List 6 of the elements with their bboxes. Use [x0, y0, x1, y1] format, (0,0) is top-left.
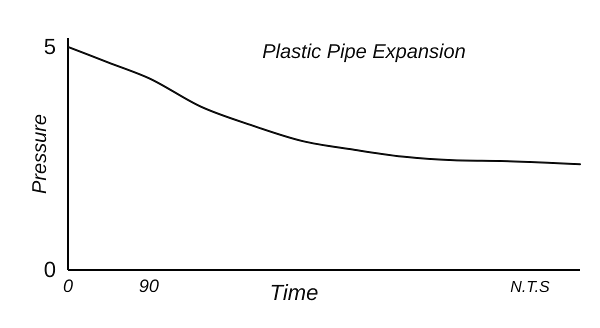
- chart-title: Plastic Pipe Expansion: [262, 41, 466, 63]
- x-tick-label: 90: [138, 276, 159, 296]
- x-axis-title: Time: [270, 280, 318, 305]
- text: N.T.S: [510, 279, 550, 296]
- y-tick-label: 5: [44, 34, 56, 59]
- y-axis-title: Pressure: [29, 114, 51, 194]
